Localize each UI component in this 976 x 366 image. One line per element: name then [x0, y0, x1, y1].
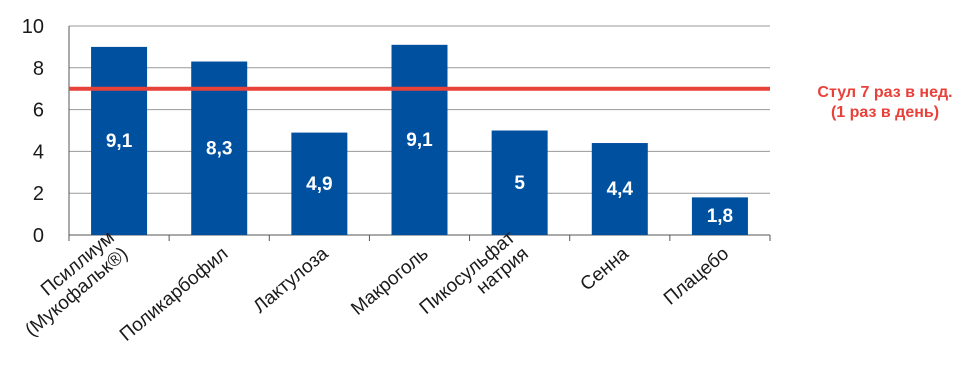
data-label: 4,4 [607, 179, 634, 200]
x-tick-label: Поликарбофил [116, 243, 232, 345]
data-label: 9,1 [106, 131, 133, 152]
reference-line-label: (1 раз в день) [831, 104, 939, 121]
data-label: 1,8 [707, 206, 733, 227]
x-tick-label: Плацебо [660, 243, 733, 309]
y-tick-label: 2 [33, 183, 44, 205]
x-tick-label-line: Лактулоза [250, 243, 333, 318]
x-tick-label: Псиллиум(Мукофальк®) [22, 227, 133, 341]
y-tick-label: 8 [33, 58, 44, 80]
y-tick-label: 4 [33, 141, 44, 163]
x-tick-label-line: Сенна [577, 243, 634, 295]
x-tick-label: Сенна [577, 243, 634, 295]
bar [691, 197, 748, 235]
bar [391, 44, 448, 236]
x-tick-label-line: Поликарбофил [116, 243, 232, 345]
data-label: 5 [514, 173, 525, 194]
data-label: 8,3 [206, 138, 232, 159]
y-tick-label: 0 [33, 225, 44, 247]
x-tick-label: Лактулоза [250, 243, 333, 318]
data-label: 4,9 [306, 174, 332, 195]
data-label: 9,1 [406, 130, 433, 151]
y-tick-label: 6 [33, 100, 44, 122]
bar [491, 130, 548, 235]
x-tick-label-line: Плацебо [660, 243, 733, 309]
bar [291, 132, 348, 235]
bar [91, 46, 148, 236]
bar [591, 143, 648, 235]
y-tick-label: 10 [22, 16, 44, 38]
reference-line-label: Стул 7 раз в нед. [817, 84, 952, 101]
